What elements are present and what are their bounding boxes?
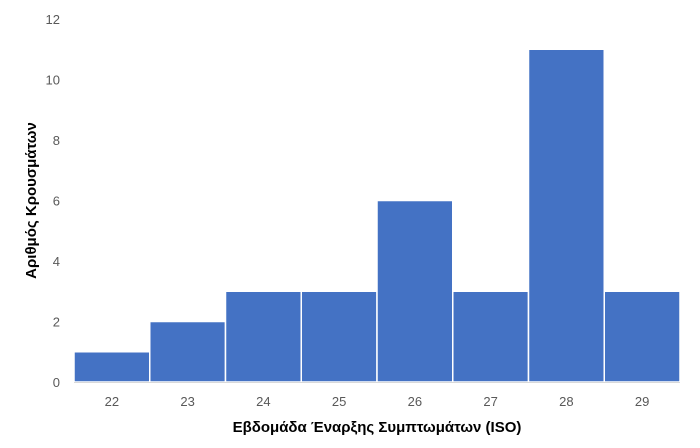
x-tick-label: 25 — [332, 394, 346, 409]
x-tick-label: 27 — [483, 394, 497, 409]
y-tick-label: 8 — [53, 133, 60, 148]
bar-week-23 — [149, 320, 227, 383]
y-tick-label: 2 — [53, 315, 60, 330]
bar-week-26 — [376, 199, 454, 383]
bar-week-28 — [527, 48, 605, 383]
y-tick-label: 0 — [53, 375, 60, 390]
x-tick-label: 29 — [635, 394, 649, 409]
y-tick-labels: 0 2 4 6 8 10 12 — [46, 12, 60, 390]
bar-week-24 — [224, 290, 302, 383]
y-tick-label: 4 — [53, 254, 60, 269]
x-tick-label: 22 — [105, 394, 119, 409]
x-tick-label: 26 — [408, 394, 422, 409]
x-tick-label: 28 — [559, 394, 573, 409]
y-tick-label: 10 — [46, 73, 60, 88]
bar-week-25 — [300, 290, 378, 383]
x-tick-labels: 22 23 24 25 26 27 28 29 — [105, 394, 650, 409]
bar-week-29 — [603, 290, 681, 383]
bars-group — [73, 48, 681, 383]
bar-week-22 — [73, 351, 151, 383]
y-tick-label: 6 — [53, 194, 60, 209]
x-axis-title: Εβδομάδα Έναρξης Συμπτωμάτων (ISO) — [233, 419, 522, 436]
bar-week-27 — [452, 290, 530, 383]
x-tick-label: 23 — [180, 394, 194, 409]
y-tick-label: 12 — [46, 12, 60, 27]
x-tick-label: 24 — [256, 394, 270, 409]
y-axis-title: Αριθμός Κρουσμάτων — [23, 122, 40, 279]
